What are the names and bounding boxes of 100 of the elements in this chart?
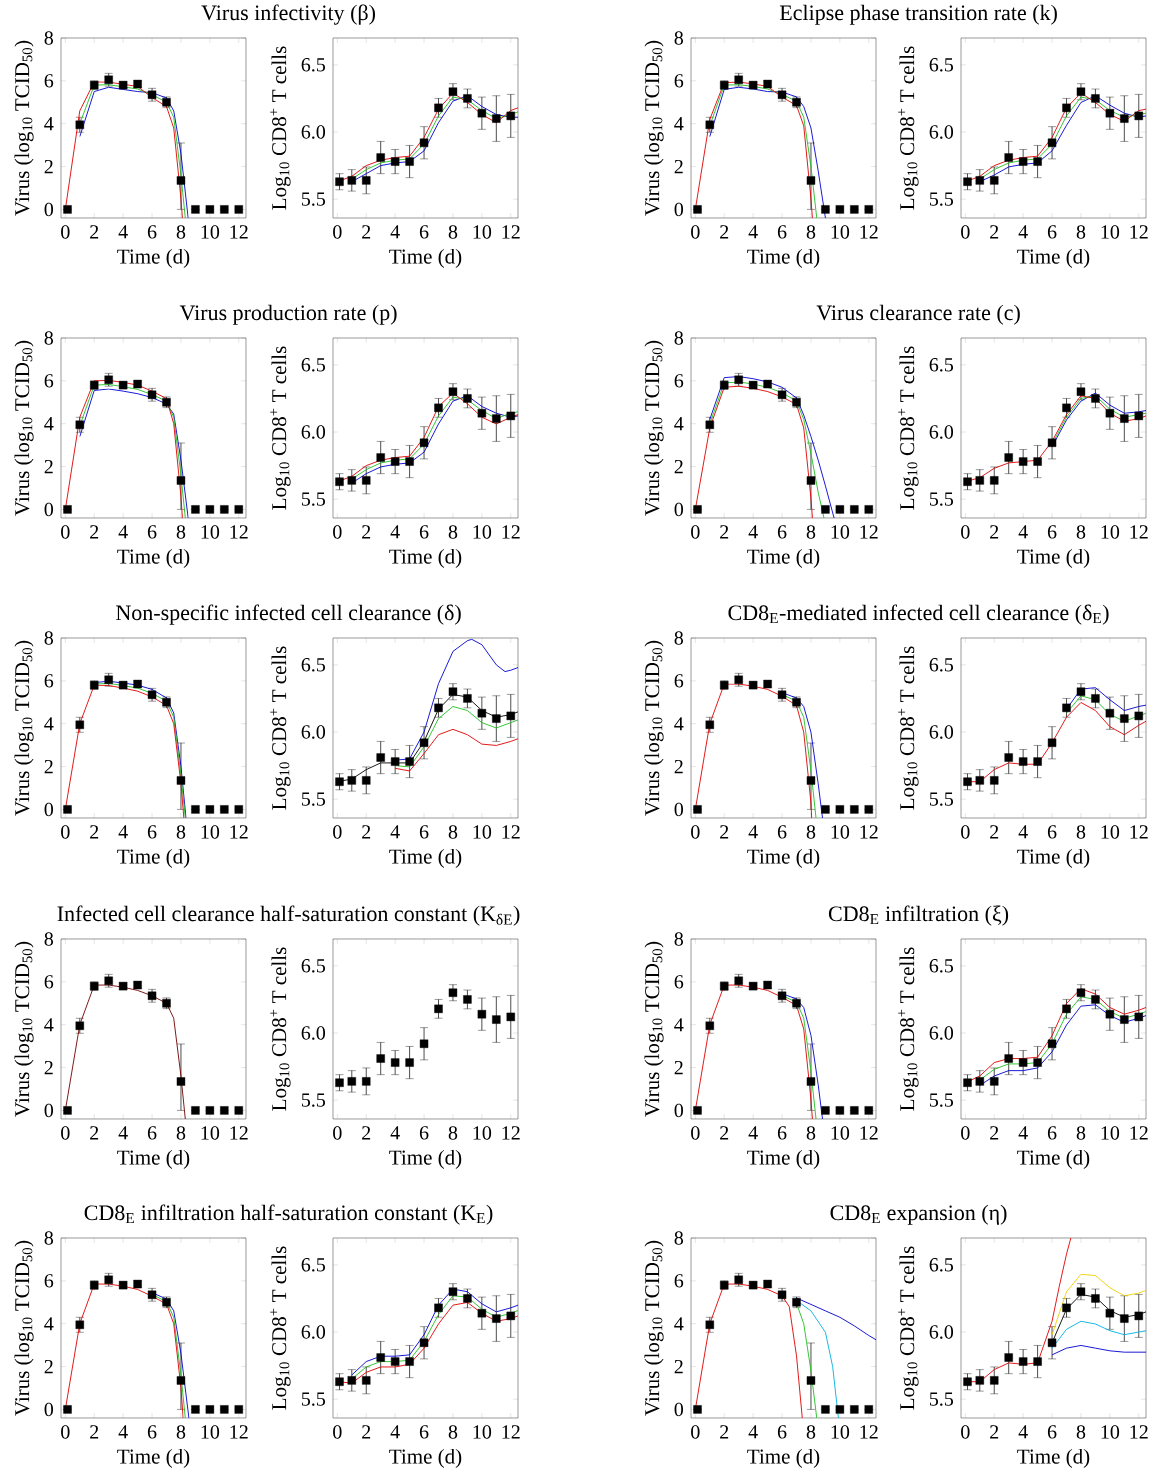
- y-tick-label: 6.0: [301, 425, 326, 439]
- point: [104, 375, 113, 384]
- x-tick-label: 12: [1130, 1425, 1148, 1439]
- x-tick-label: 8: [806, 1425, 816, 1439]
- y-tick-label: 6.5: [929, 959, 954, 973]
- y-tick-label: 4: [674, 1018, 684, 1032]
- y-tick-label: 6: [44, 374, 54, 388]
- x-tick-label: 10: [473, 225, 492, 239]
- point: [1105, 1010, 1115, 1019]
- y-tick-label: 0: [44, 502, 54, 517]
- x-tick-label: 0: [961, 525, 970, 539]
- point: [492, 414, 501, 423]
- chart-title: Virus production rate (p): [179, 304, 397, 325]
- x-tick-label: 4: [748, 1126, 758, 1140]
- y-tick-label: 2: [44, 159, 53, 174]
- point: [1134, 1012, 1143, 1022]
- x-tick-label: 12: [1130, 825, 1148, 839]
- y-axis-title: Log$_{10}$ CD8$^{+}$ T cells: [898, 646, 919, 810]
- point: [506, 711, 515, 721]
- point: [335, 777, 344, 786]
- x-tick-label: 6: [1047, 225, 1057, 239]
- x-tick-label: 6: [777, 1425, 787, 1439]
- point: [75, 420, 84, 429]
- y-tick-label: 0: [674, 202, 684, 217]
- point: [734, 75, 743, 84]
- x-tick-label: 6: [777, 1126, 787, 1140]
- x-tick-label: 4: [390, 825, 400, 839]
- point: [1033, 1357, 1042, 1366]
- y-axis-title: Log$_{10}$ CD8$^{+}$ T cells: [898, 346, 919, 510]
- x-tick-label: 8: [806, 525, 816, 539]
- point: [376, 1054, 385, 1063]
- point: [1004, 1054, 1013, 1063]
- x-tick-label: 10: [473, 1425, 492, 1439]
- x-tick-label: 10: [1101, 1126, 1120, 1140]
- point: [220, 805, 229, 814]
- x-axis-title: Time (d): [389, 548, 462, 568]
- x-tick-label: 6: [1047, 525, 1057, 539]
- x-tick-label: 12: [230, 1126, 248, 1140]
- y-axis-title: Log$_{10}$ CD8$^{+}$ T cells: [270, 947, 291, 1111]
- x-tick-label: 8: [1076, 525, 1086, 539]
- point: [1033, 457, 1042, 466]
- x-tick-label: 0: [961, 1425, 970, 1439]
- point: [434, 403, 443, 413]
- point: [176, 476, 186, 485]
- point: [234, 505, 243, 514]
- chart-title: CD8$_{E}$-mediated infected cell clearance (δ$_{E}$): [728, 604, 1109, 625]
- x-tick-label: 6: [147, 825, 157, 839]
- point: [376, 153, 385, 162]
- y-tick-label: 2: [44, 759, 53, 774]
- x-tick-label: 0: [61, 1126, 70, 1140]
- y-tick-label: 5.5: [929, 1093, 954, 1107]
- point: [693, 505, 702, 514]
- point: [705, 420, 714, 429]
- point: [1018, 457, 1028, 466]
- point: [1033, 157, 1042, 166]
- point: [1134, 111, 1143, 121]
- point: [1047, 438, 1057, 447]
- x-tick-label: 12: [860, 825, 878, 839]
- point: [176, 176, 186, 185]
- point: [990, 476, 999, 485]
- point: [463, 995, 472, 1004]
- y-tick-label: 4: [674, 1317, 684, 1331]
- x-tick-label: 10: [1101, 1425, 1120, 1439]
- x-tick-label: 6: [419, 225, 429, 239]
- point: [864, 805, 873, 814]
- x-tick-label: 10: [201, 1126, 220, 1140]
- y-tick-label: 8: [674, 932, 684, 946]
- y-tick-label: 6.0: [929, 125, 954, 139]
- x-tick-label: 12: [860, 1126, 878, 1140]
- x-axis-title: Time (d): [1017, 548, 1090, 568]
- chart-title: CD8$_{E}$ infiltration half-saturation constant (K$_{E}$): [84, 1204, 493, 1225]
- y-axis-title: Log$_{10}$ CD8$^{+}$ T cells: [898, 947, 919, 1111]
- y-tick-label: 6.5: [301, 1258, 326, 1272]
- x-tick-label: 8: [806, 1126, 816, 1140]
- point: [405, 1058, 414, 1067]
- point: [1091, 694, 1100, 703]
- x-tick-label: 12: [502, 825, 520, 839]
- y-tick-label: 8: [44, 331, 54, 345]
- point: [434, 103, 443, 113]
- x-tick-label: 12: [230, 825, 248, 839]
- y-tick-label: 6: [674, 1274, 684, 1288]
- point: [1018, 1058, 1028, 1067]
- point: [1120, 1314, 1129, 1323]
- x-tick-label: 0: [333, 825, 342, 839]
- y-tick-label: 5.5: [301, 492, 326, 506]
- x-axis-title: Time (d): [389, 1448, 462, 1468]
- y-axis-title: Log$_{10}$ CD8$^{+}$ T cells: [898, 46, 919, 210]
- x-tick-label: 8: [806, 225, 816, 239]
- y-tick-label: 8: [44, 932, 54, 946]
- y-tick-label: 5.5: [929, 192, 954, 206]
- y-tick-label: 4: [44, 417, 54, 431]
- x-tick-label: 4: [1018, 525, 1028, 539]
- x-tick-label: 10: [1101, 825, 1120, 839]
- y-tick-label: 5.5: [929, 492, 954, 506]
- point: [405, 457, 414, 466]
- x-tick-label: 0: [691, 1126, 700, 1140]
- point: [850, 1405, 859, 1414]
- point: [693, 1106, 702, 1115]
- point: [335, 1078, 344, 1087]
- y-tick-label: 8: [674, 631, 684, 645]
